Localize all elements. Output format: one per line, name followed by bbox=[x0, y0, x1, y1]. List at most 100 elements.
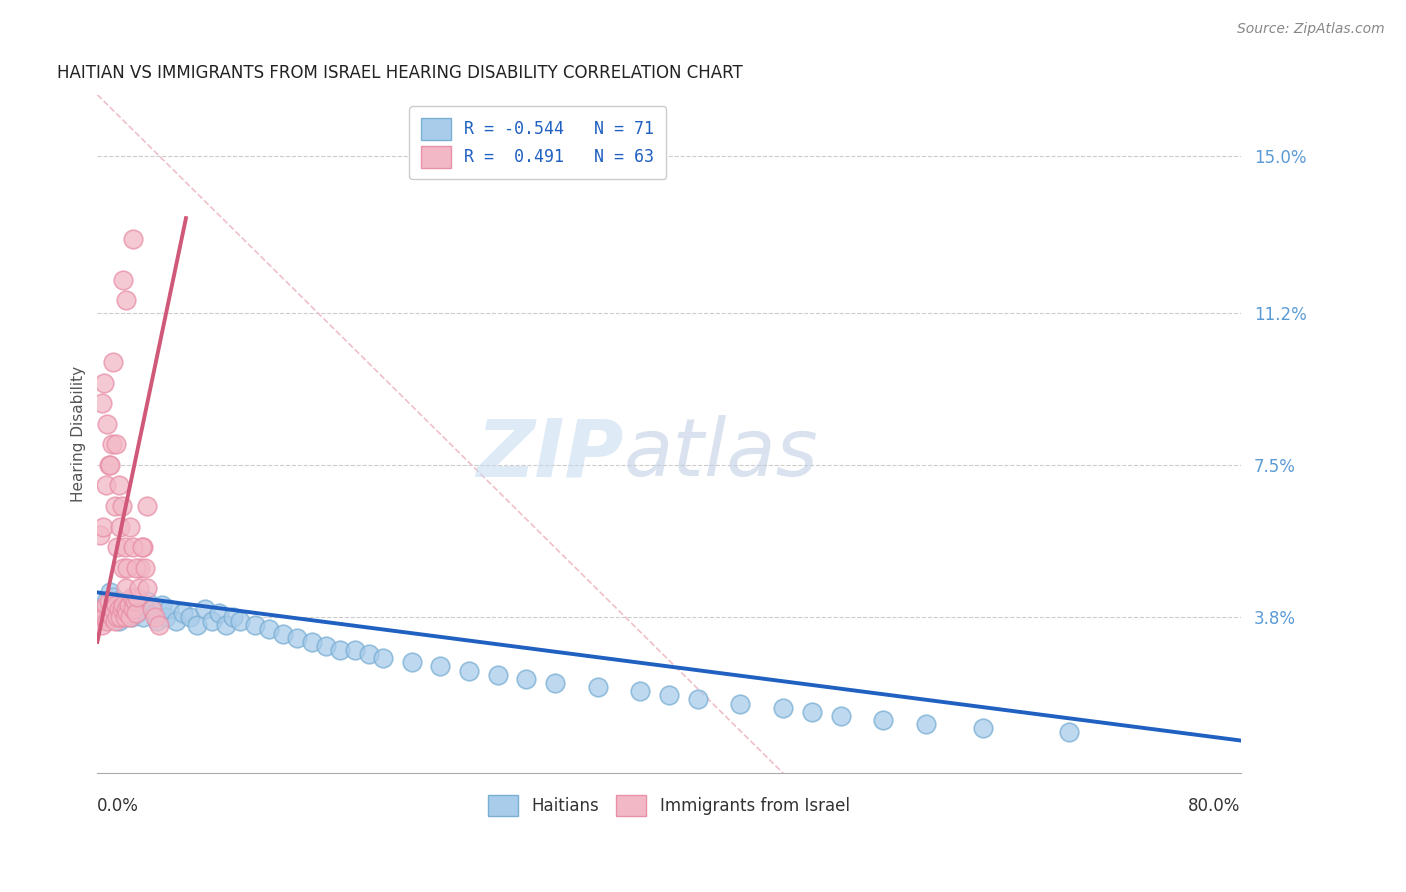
Point bbox=[111, 499, 134, 513]
Point bbox=[122, 602, 145, 616]
Point bbox=[301, 635, 323, 649]
Point bbox=[114, 602, 136, 616]
Point bbox=[121, 610, 143, 624]
Point bbox=[117, 561, 139, 575]
Point bbox=[287, 631, 309, 645]
Point bbox=[155, 610, 177, 624]
Point bbox=[148, 618, 170, 632]
Point bbox=[343, 643, 366, 657]
Point bbox=[222, 610, 245, 624]
Point bbox=[800, 705, 823, 719]
Point bbox=[117, 610, 139, 624]
Point bbox=[329, 643, 352, 657]
Point bbox=[89, 610, 111, 624]
Point bbox=[915, 717, 938, 731]
Point bbox=[105, 540, 128, 554]
Point bbox=[93, 602, 115, 616]
Text: ZIP: ZIP bbox=[475, 416, 623, 493]
Point bbox=[128, 582, 150, 596]
Point bbox=[186, 618, 208, 632]
Point bbox=[115, 593, 138, 607]
Point bbox=[124, 593, 146, 607]
Point bbox=[120, 606, 142, 620]
Point bbox=[150, 598, 173, 612]
Point bbox=[97, 458, 120, 472]
Point bbox=[114, 610, 136, 624]
Text: Source: ZipAtlas.com: Source: ZipAtlas.com bbox=[1237, 22, 1385, 37]
Point bbox=[872, 713, 894, 727]
Point bbox=[121, 590, 143, 604]
Point bbox=[179, 610, 201, 624]
Point bbox=[134, 561, 156, 575]
Point bbox=[93, 376, 115, 390]
Point bbox=[103, 499, 125, 513]
Point bbox=[110, 519, 132, 533]
Point bbox=[112, 561, 135, 575]
Point bbox=[127, 606, 149, 620]
Point bbox=[96, 417, 118, 431]
Point bbox=[110, 610, 132, 624]
Text: atlas: atlas bbox=[623, 416, 818, 493]
Point bbox=[429, 659, 451, 673]
Point bbox=[686, 692, 709, 706]
Point bbox=[90, 610, 112, 624]
Point bbox=[107, 478, 129, 492]
Point bbox=[91, 602, 114, 616]
Point bbox=[772, 700, 794, 714]
Point bbox=[201, 614, 224, 628]
Point bbox=[143, 606, 166, 620]
Point bbox=[117, 606, 139, 620]
Point bbox=[103, 610, 125, 624]
Text: 80.0%: 80.0% bbox=[1188, 797, 1240, 814]
Point bbox=[91, 519, 114, 533]
Point bbox=[122, 232, 145, 246]
Point bbox=[208, 606, 231, 620]
Point bbox=[105, 593, 128, 607]
Point bbox=[143, 610, 166, 624]
Point bbox=[104, 602, 127, 616]
Point bbox=[229, 614, 252, 628]
Point bbox=[90, 396, 112, 410]
Point bbox=[118, 598, 141, 612]
Point bbox=[124, 590, 146, 604]
Point bbox=[94, 478, 117, 492]
Point bbox=[215, 618, 238, 632]
Point bbox=[1057, 725, 1080, 739]
Point bbox=[98, 585, 121, 599]
Point bbox=[96, 614, 118, 628]
Point bbox=[118, 598, 141, 612]
Point bbox=[373, 651, 395, 665]
Point bbox=[131, 540, 153, 554]
Point bbox=[172, 606, 194, 620]
Point bbox=[132, 610, 155, 624]
Point bbox=[97, 598, 120, 612]
Point bbox=[112, 273, 135, 287]
Point bbox=[94, 598, 117, 612]
Point bbox=[100, 437, 122, 451]
Point bbox=[257, 623, 280, 637]
Point bbox=[111, 606, 134, 620]
Point bbox=[458, 664, 481, 678]
Point bbox=[115, 293, 138, 308]
Point bbox=[830, 709, 852, 723]
Point bbox=[129, 561, 152, 575]
Point bbox=[97, 593, 120, 607]
Point bbox=[658, 688, 681, 702]
Point bbox=[165, 614, 187, 628]
Point bbox=[115, 602, 138, 616]
Point bbox=[98, 458, 121, 472]
Point bbox=[544, 676, 567, 690]
Point bbox=[972, 721, 994, 735]
Text: HAITIAN VS IMMIGRANTS FROM ISRAEL HEARING DISABILITY CORRELATION CHART: HAITIAN VS IMMIGRANTS FROM ISRAEL HEARIN… bbox=[58, 64, 744, 82]
Point bbox=[271, 626, 294, 640]
Point bbox=[243, 618, 266, 632]
Point bbox=[122, 540, 145, 554]
Point bbox=[146, 614, 169, 628]
Point bbox=[107, 602, 129, 616]
Point bbox=[104, 598, 127, 612]
Point bbox=[105, 610, 128, 624]
Point bbox=[104, 437, 127, 451]
Point bbox=[630, 684, 652, 698]
Point bbox=[101, 602, 124, 616]
Point bbox=[115, 582, 138, 596]
